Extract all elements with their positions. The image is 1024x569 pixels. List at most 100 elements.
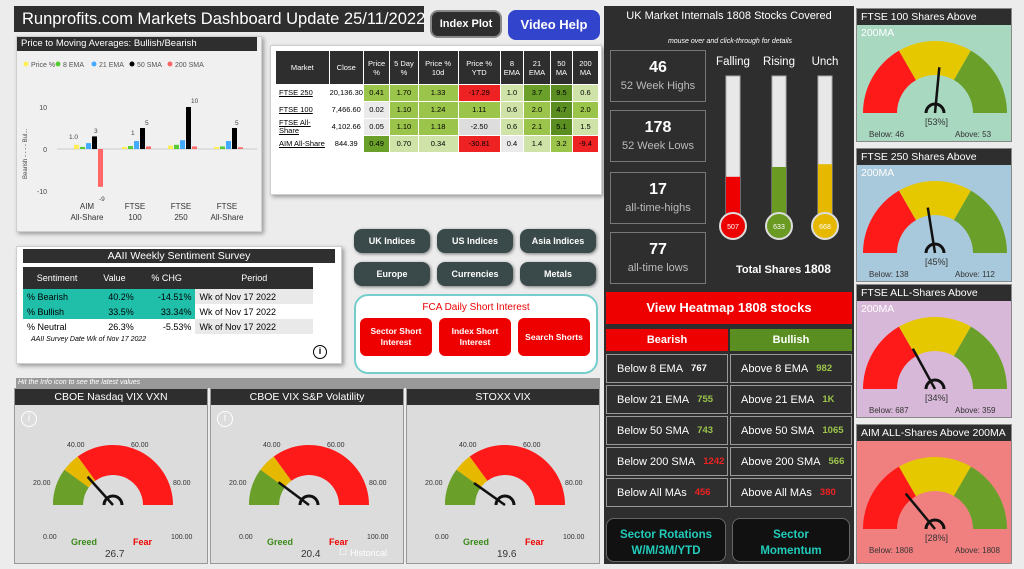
greed-label: Greed	[267, 537, 293, 547]
market-name-link[interactable]: FTSE All-Share	[275, 118, 330, 136]
below-value: 767	[691, 363, 707, 374]
bar	[238, 147, 243, 149]
column-header[interactable]: 21 EMA	[522, 50, 551, 85]
sentiment-row: % Bullish 33.5% 33.34% Wk of Nov 17 2022	[23, 304, 313, 319]
y-axis-label: Bearish - - - - Bul...	[23, 128, 29, 179]
stat-box[interactable]: 46 52 Week Highs	[610, 50, 706, 102]
breadth-panel: FTSE ALL-Shares Above 200MA [34%] Below: 6…	[856, 284, 1012, 418]
below-ma-cell[interactable]: Below 200 SMA 1242	[606, 447, 728, 476]
stat-label: 52 Week Highs	[620, 80, 696, 92]
fca-button-0[interactable]: Sector Short Interest	[360, 318, 432, 356]
therm-fill	[818, 164, 832, 216]
sentiment-cell: 33.5%	[91, 304, 138, 319]
column-header[interactable]: Close	[328, 50, 364, 85]
gauge-needle	[86, 475, 114, 506]
legend-dot	[91, 61, 97, 67]
breadth-below: Below: 687	[869, 406, 909, 415]
above-ma-cell[interactable]: Above 21 EMA 1K	[730, 385, 852, 414]
info-icon[interactable]: i	[21, 411, 37, 427]
above-ma-cell[interactable]: Above 8 EMA 982	[730, 354, 852, 383]
gauge-band	[953, 466, 1007, 529]
market-cell: 2.0	[522, 101, 551, 119]
below-label: Below 200 SMA	[617, 455, 696, 468]
sentiment-cell: -14.51%	[137, 289, 196, 304]
y-tick: 0	[43, 147, 47, 154]
below-ma-cell[interactable]: Below 50 SMA 743	[606, 416, 728, 445]
vix-gauge: 0.00 20.00 40.00 60.00 80.00 100.00 Greed Fear 2…	[215, 442, 389, 569]
historical-label: Historical	[350, 547, 388, 558]
greed-label: Greed	[463, 537, 489, 547]
video-help-button[interactable]: Video Help	[508, 10, 600, 40]
market-name-link[interactable]: AIM All-Share	[275, 135, 330, 153]
nav-button-asia-indices[interactable]: Asia Indices	[520, 229, 596, 253]
legend-dot	[55, 61, 61, 67]
market-row: FTSE 250 20,136.30 0.41 1.70 1.33 -17.29 1.0 3.…	[275, 84, 600, 102]
market-row: AIM All-Share 844.39 0.49 0.70 0.34 -30.81 0.4…	[275, 135, 600, 153]
stat-box[interactable]: 77 all-time lows	[610, 232, 706, 284]
below-value: 1242	[703, 456, 725, 467]
fca-button-1[interactable]: Index Short Interest	[439, 318, 511, 356]
nav-button-us-indices[interactable]: US Indices	[437, 229, 513, 253]
market-name-link[interactable]: FTSE 100	[275, 101, 330, 119]
gauge-band	[898, 181, 971, 221]
below-ma-cell[interactable]: Below 8 EMA 767	[606, 354, 728, 383]
market-cell: 1.10	[389, 101, 419, 119]
view-heatmap-button[interactable]: View Heatmap 1808 stocks	[606, 292, 852, 324]
below-value: 755	[697, 394, 714, 405]
column-header[interactable]: 5 Day %	[389, 50, 419, 85]
market-cell: 1.4	[522, 135, 551, 153]
column-header[interactable]: Market	[275, 50, 330, 85]
vix-value: 20.4	[301, 549, 321, 560]
gauge-band	[898, 317, 971, 357]
column-header[interactable]: 50 MA	[549, 50, 573, 85]
above-ma-cell[interactable]: Above 50 SMA 1065	[730, 416, 852, 445]
breadth-title: FTSE 250 Shares Above 200MA	[857, 149, 1011, 179]
info-icon[interactable]: i	[313, 345, 327, 359]
gauge-band	[863, 326, 916, 389]
column-header[interactable]: Price %	[362, 50, 391, 85]
nav-button-metals[interactable]: Metals	[520, 262, 596, 286]
column-header[interactable]: 8 EMA	[499, 50, 524, 85]
stat-box[interactable]: 178 52 Week Lows	[610, 110, 706, 162]
market-name-link[interactable]: FTSE 250	[275, 84, 330, 102]
below-label: Below All MAs	[617, 486, 687, 499]
market-cell: 4,102.66	[328, 118, 364, 136]
sentiment-cell: % Bullish	[23, 304, 92, 319]
thermometer: 507	[719, 75, 747, 240]
index-plot-button[interactable]: Index Plot	[430, 10, 502, 38]
breadth-title: AIM ALL-Shares Above 200MA	[857, 425, 1011, 441]
stat-box[interactable]: 17 all-time-highs	[610, 172, 706, 224]
below-ma-cell[interactable]: Below All MAs 456	[606, 478, 728, 507]
nav-button-europe[interactable]: Europe	[354, 262, 430, 286]
market-cell: -17.29	[457, 84, 501, 102]
breadth-below: Below: 46	[869, 130, 905, 139]
column-header[interactable]: Price % YTD	[457, 50, 501, 85]
nav-button-currencies[interactable]: Currencies	[437, 262, 513, 286]
scale-label: 60.00	[131, 442, 149, 449]
column-header[interactable]: 200 MA	[571, 50, 600, 85]
sector-rotations-button[interactable]: Sector Rotations W/M/3M/YTD	[606, 518, 726, 562]
scale-label: 20.00	[229, 480, 247, 487]
above-ma-cell[interactable]: Above 200 SMA 566	[730, 447, 852, 476]
above-ma-cell[interactable]: Above All MAs 380	[730, 478, 852, 507]
sentiment-column-header: Period	[195, 267, 313, 289]
breadth-pct: [53%]	[925, 117, 948, 127]
breadth-below: Below: 1808	[869, 546, 914, 555]
scale-label: 20.00	[425, 480, 443, 487]
vix-value: 19.6	[497, 549, 517, 560]
ma-chart-title: Price to Moving Averages: Bullish/Bearis…	[17, 37, 257, 51]
sector-momentum-button[interactable]: Sector Momentum	[732, 518, 850, 562]
info-icon[interactable]: i	[217, 411, 233, 427]
fca-button-2[interactable]: Search Shorts	[518, 318, 590, 356]
market-cell: -30.81	[457, 135, 501, 153]
above-value: 380	[819, 487, 836, 498]
nav-button-uk-indices[interactable]: UK Indices	[354, 229, 430, 253]
column-header[interactable]: Price % 10d	[417, 50, 459, 85]
sentiment-cell: 40.2%	[91, 289, 138, 304]
data-label: 1	[131, 130, 135, 137]
gauge-band	[53, 469, 89, 505]
market-cell: -9.4	[571, 135, 600, 153]
below-ma-cell[interactable]: Below 21 EMA 755	[606, 385, 728, 414]
gauge-band	[64, 456, 96, 488]
historical-link[interactable]: ☐ Historical	[339, 547, 387, 558]
